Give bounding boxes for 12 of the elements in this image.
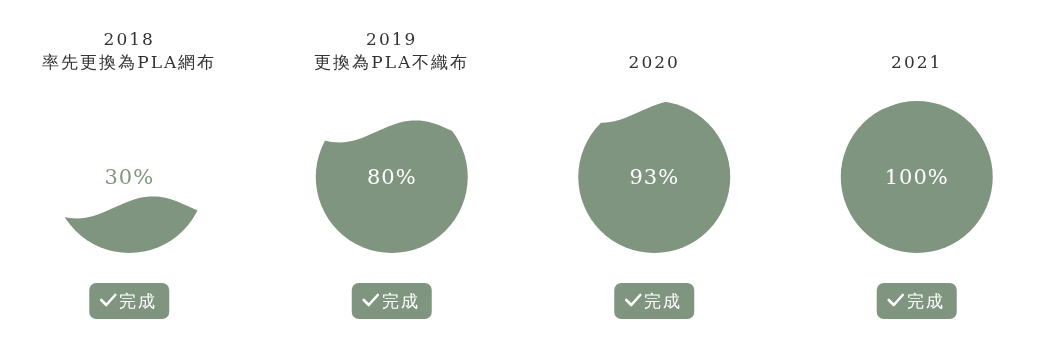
text: 完成	[644, 291, 683, 311]
data-label: 30%	[104, 165, 155, 189]
data-label: 93%	[629, 165, 680, 189]
category-label: 2021	[891, 52, 943, 72]
text: 完成	[381, 291, 420, 311]
category-label: 2019 更換為PLA不織布	[314, 29, 470, 72]
text: 完成	[906, 291, 945, 311]
text: 完成	[119, 291, 158, 311]
category-label: 2020	[628, 52, 680, 72]
data-label: 100%	[884, 165, 949, 189]
data-label: 80%	[366, 165, 417, 189]
category-label: 2018 率先更換為PLA網布	[42, 29, 217, 72]
